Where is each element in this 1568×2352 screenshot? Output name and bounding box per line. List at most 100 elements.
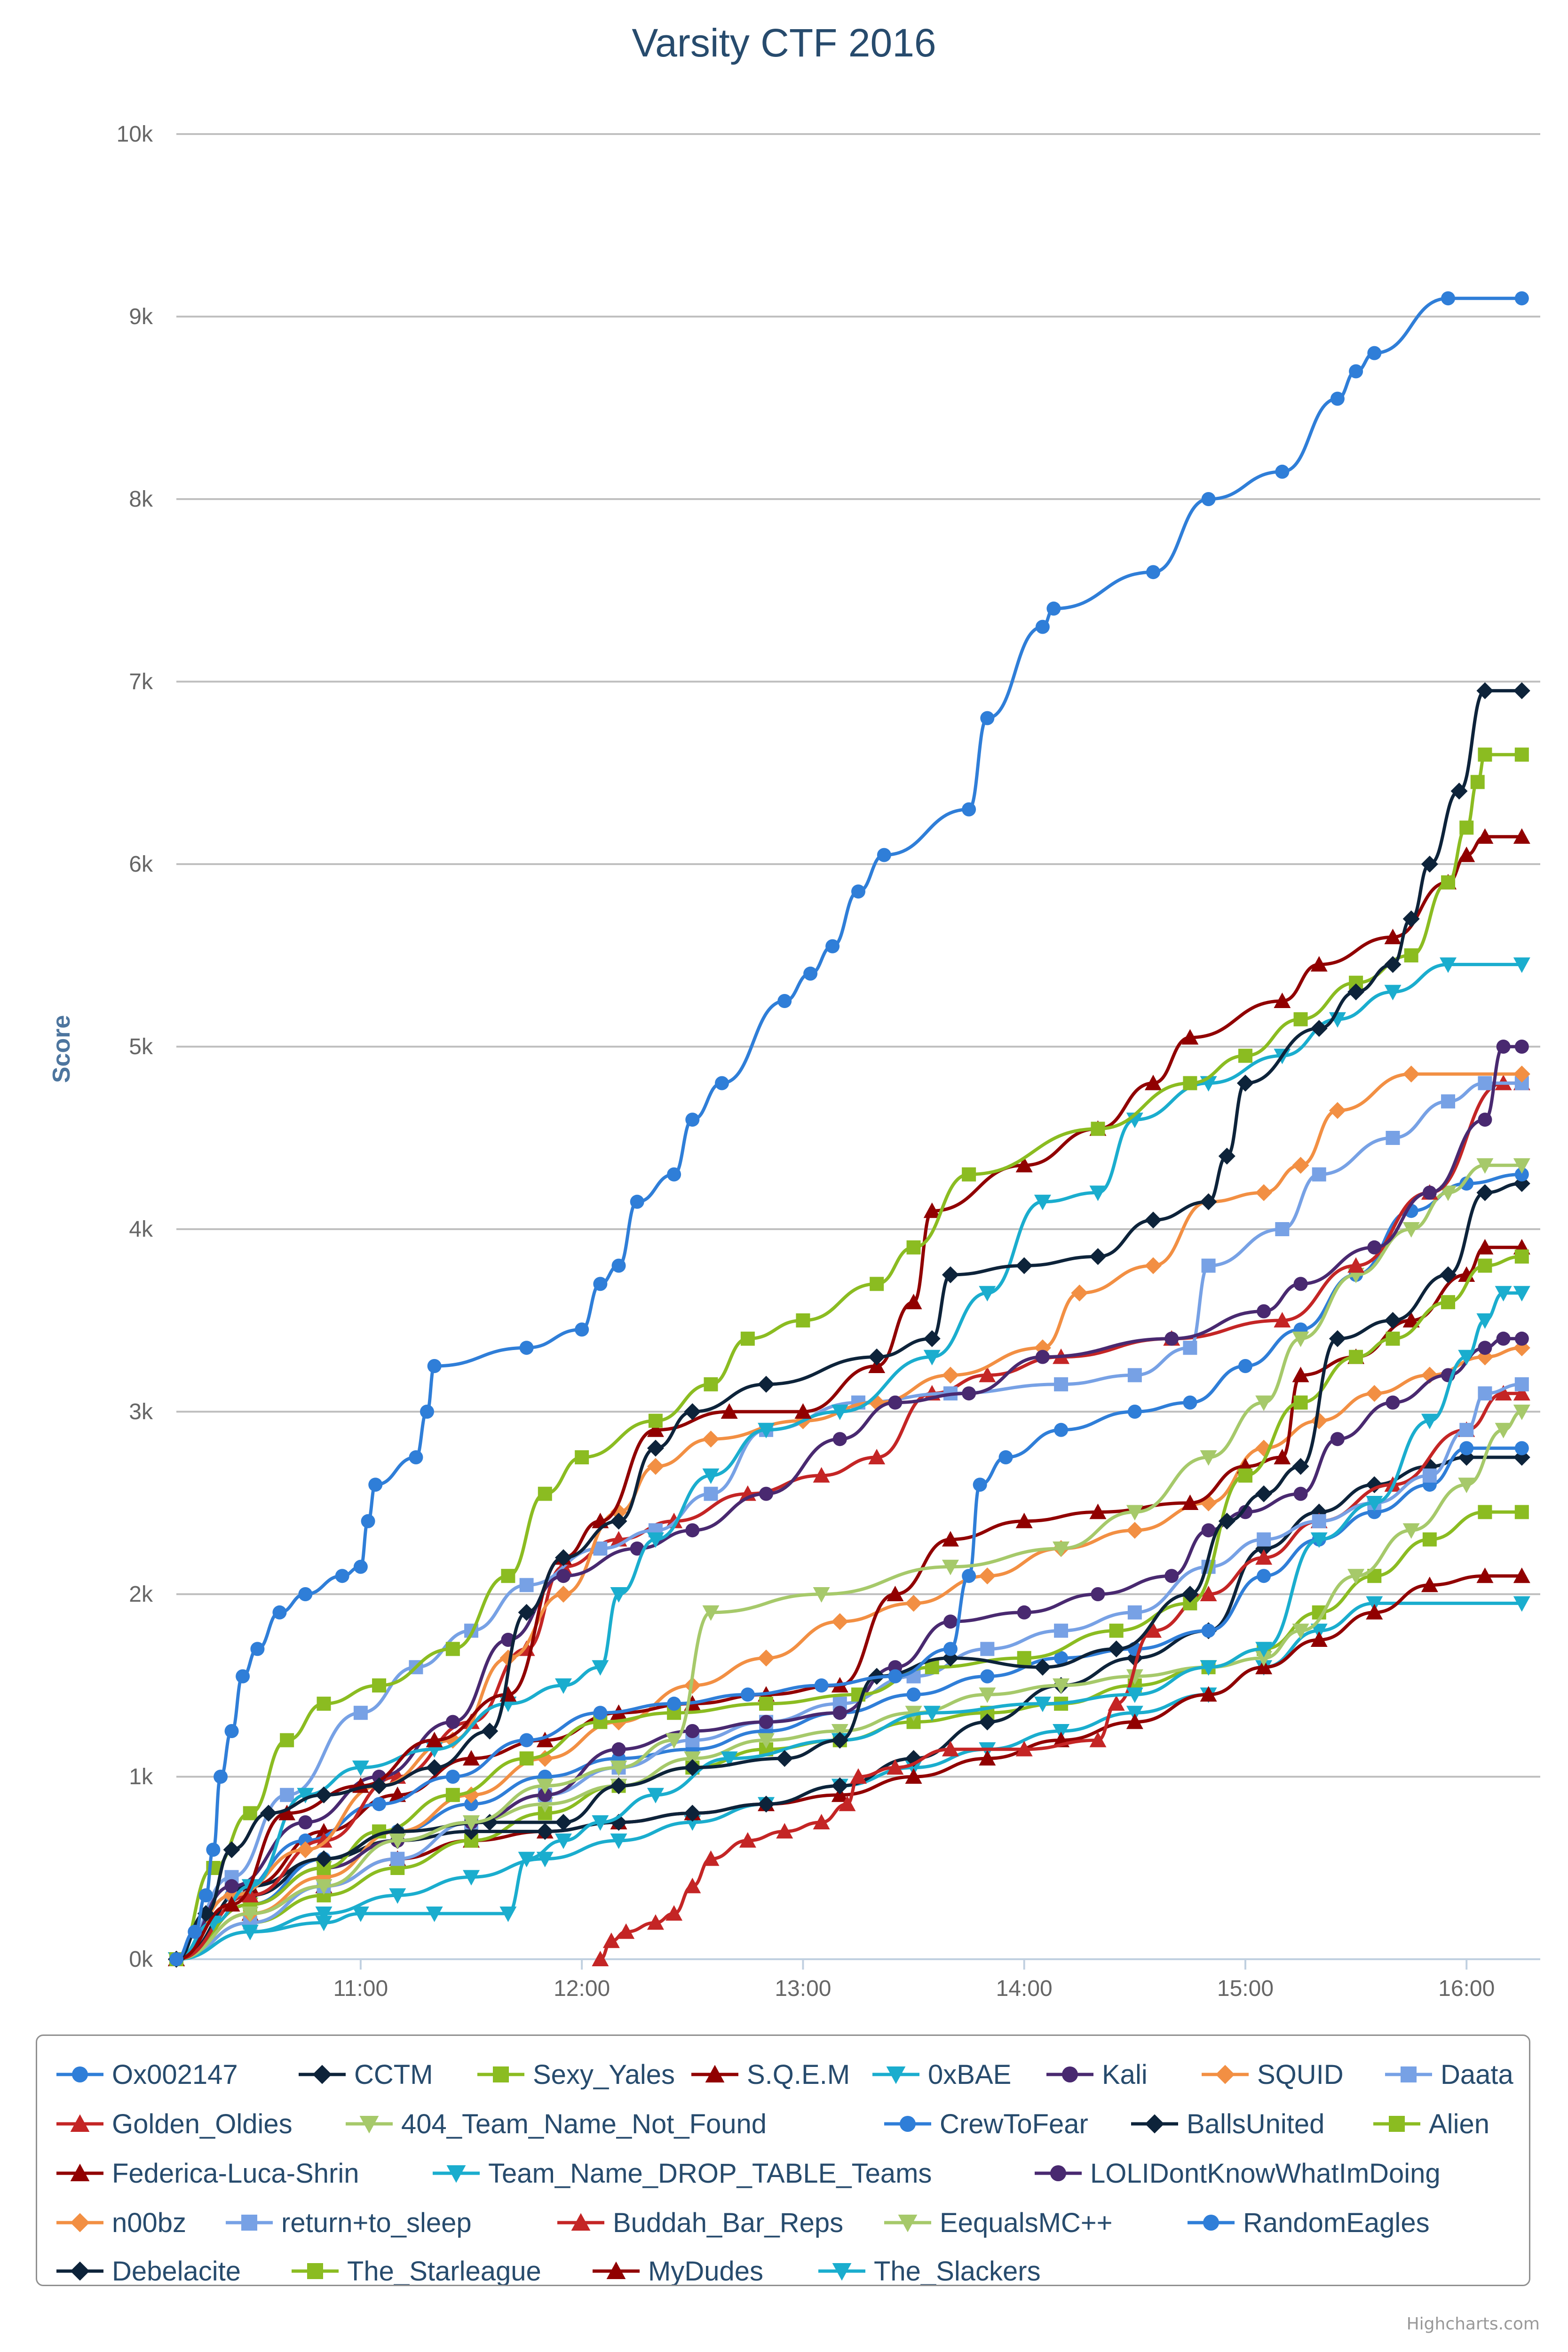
legend-item-sexy-yales[interactable]: Sexy_Yales (477, 2059, 675, 2090)
data-point (1478, 1505, 1492, 1519)
data-point (1366, 1476, 1383, 1494)
legend-item-0xbae[interactable]: 0xBAE (872, 2059, 1011, 2090)
legend-item-ballsunited[interactable]: BallsUnited (1131, 2109, 1324, 2139)
legend-item-cctm[interactable]: CCTM (299, 2059, 433, 2090)
data-point (1459, 1422, 1474, 1437)
data-point (942, 1531, 959, 1547)
series-crewtofear (169, 1167, 1529, 1966)
data-point (499, 1907, 517, 1922)
data-point (1201, 1258, 1216, 1273)
y-tick-label: 6k (129, 852, 153, 877)
data-point (280, 1733, 294, 1748)
data-point (206, 1843, 221, 1857)
data-point (1476, 1313, 1494, 1329)
legend-item-randomeagles[interactable]: RandomEagles (1188, 2208, 1430, 2238)
data-point (1017, 1605, 1031, 1620)
data-point (665, 1733, 683, 1749)
data-point (1366, 1496, 1383, 1511)
data-point (1514, 1249, 1529, 1264)
legend-item-kali[interactable]: Kali (1046, 2059, 1148, 2090)
data-point (1255, 1485, 1273, 1502)
legend-item-mydudes[interactable]: MyDudes (593, 2256, 763, 2287)
data-point (445, 1642, 460, 1656)
data-point (759, 1696, 774, 1711)
legend-item-golden-oldies[interactable]: Golden_Oldies (56, 2109, 293, 2139)
legend-item-s-q-e-m[interactable]: S.Q.E.M (691, 2059, 850, 2090)
data-point (1514, 1505, 1529, 1519)
data-point (554, 1549, 572, 1566)
data-point (353, 1706, 368, 1720)
legend-item-404-team-name-not-found[interactable]: 404_Team_Name_Not_Found (346, 2109, 767, 2139)
legend-label: Daata (1441, 2059, 1514, 2090)
data-point (758, 1733, 775, 1749)
data-point (241, 1907, 259, 1922)
legend-item-lolidontknowwhatimdoing[interactable]: LOLIDontKnowWhatImDoing (1035, 2158, 1441, 2189)
data-point (575, 1450, 589, 1464)
data-point (905, 1595, 922, 1612)
legend-item-squid[interactable]: SQUID (1202, 2059, 1344, 2090)
data-point (1015, 1257, 1033, 1274)
y-tick-label: 0k (129, 1947, 153, 1972)
data-point (1054, 1377, 1069, 1391)
data-point (979, 1286, 996, 1302)
legend-item-crewtofear[interactable]: CrewToFear (884, 2109, 1088, 2139)
legend-marker (832, 2263, 852, 2281)
data-point (554, 1586, 572, 1603)
legend-item-eequalsmc-[interactable]: EequalsMC++ (884, 2208, 1113, 2238)
data-point (611, 1742, 626, 1756)
data-point (1459, 1176, 1474, 1191)
data-point (610, 1512, 627, 1530)
data-point (1476, 682, 1494, 699)
y-tick-label: 1k (129, 1764, 153, 1789)
data-point (426, 1907, 443, 1922)
data-point (973, 1478, 987, 1492)
legend-marker (1215, 2065, 1235, 2084)
data-point (831, 1777, 848, 1795)
data-point (536, 1750, 554, 1767)
data-point (1183, 1341, 1197, 1355)
legend-item-debelacite[interactable]: Debelacite (56, 2256, 241, 2287)
data-point (777, 994, 792, 1008)
series-line (176, 1346, 1522, 1961)
data-point (1450, 782, 1468, 800)
data-point (740, 1687, 755, 1702)
legend-item-ox002147[interactable]: Ox002147 (56, 2059, 238, 2090)
legend-item-the-slackers[interactable]: The_Slackers (818, 2256, 1041, 2287)
data-point (1478, 1386, 1492, 1401)
data-point (335, 1569, 349, 1583)
legend-item-federica-luca-shrin[interactable]: Federica-Luca-Shrin (56, 2158, 359, 2189)
data-point (1201, 1523, 1216, 1538)
data-point (1255, 1549, 1273, 1565)
data-point (1440, 1266, 1457, 1283)
legend: Ox002147 CCTM Sexy_Yales S.Q.E.M 0xBAE Kali SQ… (56, 2059, 1514, 2287)
data-point (554, 1814, 572, 1831)
legend-item-alien[interactable]: Alien (1373, 2109, 1489, 2139)
data-point (426, 1732, 443, 1748)
legend-item-team-name-drop-table-teams[interactable]: Team_Name_DROP_TABLE_Teams (433, 2158, 932, 2189)
legend-item-the-starleague[interactable]: The_Starleague (292, 2256, 541, 2287)
data-point (445, 1788, 460, 1802)
y-tick-label: 10k (117, 122, 153, 147)
data-point (278, 1804, 296, 1820)
x-tick-label: 13:00 (775, 1976, 831, 2001)
data-point (1034, 1696, 1051, 1712)
legend-item-n00bz[interactable]: n00bz (56, 2208, 186, 2238)
data-point (979, 1750, 996, 1766)
data-point (943, 1614, 958, 1629)
data-point (803, 966, 818, 981)
data-point (685, 1112, 700, 1127)
data-point (962, 1167, 976, 1182)
data-point (1349, 364, 1363, 379)
data-point (1476, 1184, 1494, 1201)
series-cctm (168, 682, 1530, 1968)
legend-label: 404_Team_Name_Not_Found (401, 2109, 767, 2139)
data-point (759, 1486, 774, 1501)
data-point (1366, 1604, 1383, 1620)
data-point (1513, 1596, 1530, 1612)
legend-item-buddah-bar-reps[interactable]: Buddah_Bar_Reps (557, 2208, 843, 2238)
legend-item-return-to-sleep[interactable]: return+to_sleep (226, 2208, 472, 2238)
legend-item-daata[interactable]: Daata (1385, 2059, 1514, 2090)
data-point (980, 1669, 995, 1684)
credit-link[interactable]: Highcharts.com (1406, 2314, 1540, 2334)
legend-label: LOLIDontKnowWhatImDoing (1090, 2158, 1441, 2189)
